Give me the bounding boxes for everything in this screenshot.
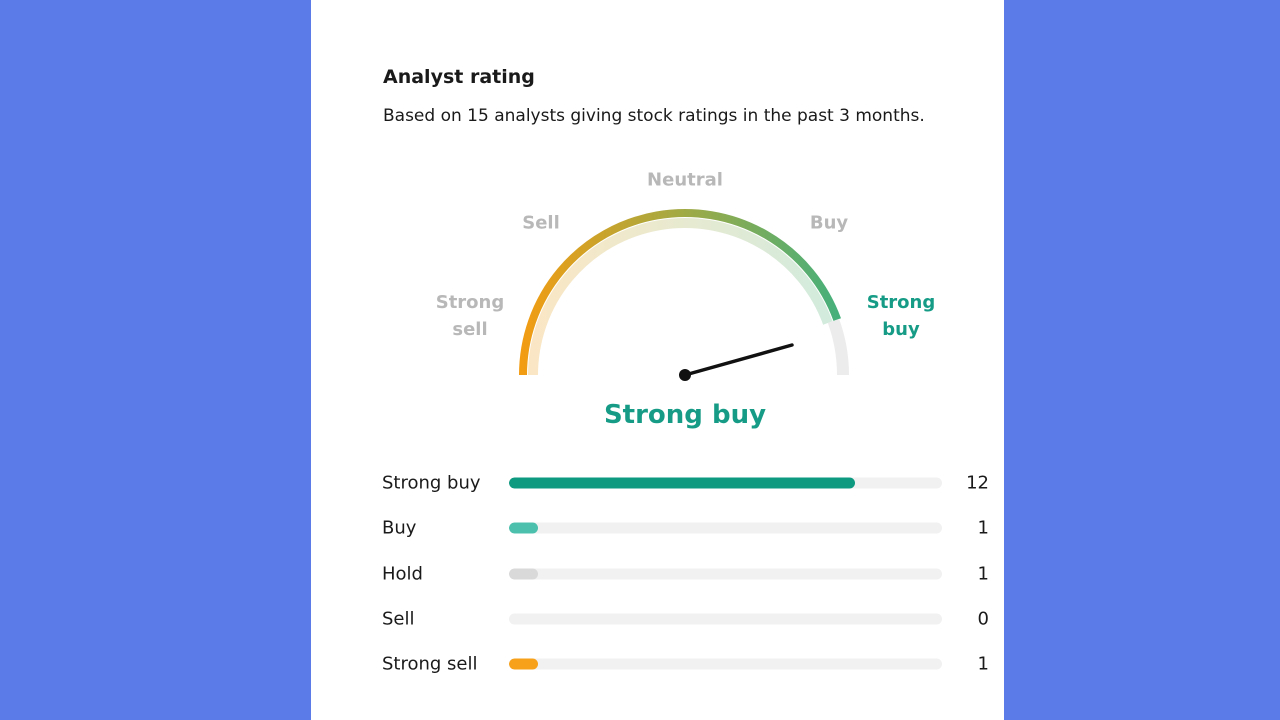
gauge-arc xyxy=(519,209,841,376)
bar-track xyxy=(509,522,942,534)
bar-track xyxy=(509,613,942,625)
verdict: Strong buy xyxy=(603,400,767,430)
rating-count: 0 xyxy=(977,608,989,630)
gauge-label: Strong buy xyxy=(866,292,936,340)
rating-count: 12 xyxy=(966,472,989,494)
rating-label: Hold xyxy=(382,563,423,585)
bar xyxy=(509,658,538,670)
rating-label: Strong sell xyxy=(382,653,478,675)
gauge-label: Sell xyxy=(522,212,560,234)
rating-count: 1 xyxy=(977,517,989,539)
bar-track xyxy=(509,658,942,670)
rating-label: Strong buy xyxy=(382,472,481,494)
bar xyxy=(509,522,538,534)
gauge-label: Buy xyxy=(809,212,849,234)
card xyxy=(311,0,1004,720)
bar-track xyxy=(509,568,942,580)
gauge-needle xyxy=(683,343,794,377)
gauge-label: Strong sell xyxy=(435,292,505,340)
gauge-label: Neutral xyxy=(647,169,723,191)
gauge-rest xyxy=(827,318,849,376)
rating-count: 1 xyxy=(977,653,989,675)
bar xyxy=(509,568,538,580)
rating-count: 1 xyxy=(977,563,989,585)
bar-track xyxy=(509,477,942,489)
rating-label: Buy xyxy=(382,517,417,539)
bar xyxy=(509,477,856,489)
title: Analyst rating xyxy=(383,66,535,88)
needle-pivot xyxy=(679,369,691,381)
rating-label: Sell xyxy=(382,608,415,630)
subtitle: Based on 15 analysts giving stock rating… xyxy=(383,106,925,126)
gauge-inner-band xyxy=(528,218,833,376)
